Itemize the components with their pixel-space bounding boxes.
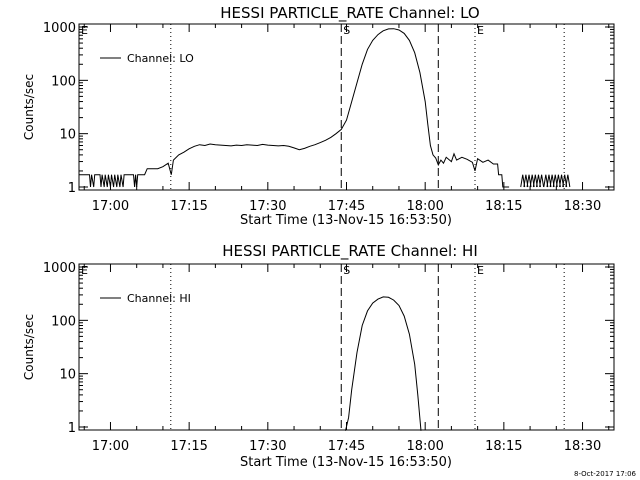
y-tick-label: 10 <box>59 368 76 383</box>
plot-frame <box>78 23 615 191</box>
x-tick-label: 18:15 <box>485 439 522 454</box>
series-group <box>79 28 571 188</box>
time-marker-label: E <box>477 264 484 277</box>
time-marker-label: S <box>343 24 350 37</box>
x-tick-label: 17:30 <box>249 439 286 454</box>
time-marker-label: E <box>477 24 484 37</box>
y-tick-label: 10 <box>59 128 76 143</box>
plot-frame <box>78 263 615 431</box>
chart-title: HESSI PARTICLE_RATE Channel: LO <box>220 4 479 23</box>
series-spike <box>539 174 545 188</box>
y-tick-label: 100 <box>51 314 76 329</box>
x-tick-label: 18:30 <box>564 199 601 214</box>
x-tick-label: 17:15 <box>170 439 207 454</box>
series-group <box>345 296 422 431</box>
series-spike <box>565 174 571 188</box>
panel-lo: HESSI PARTICLE_RATE Channel: LO Counts/s… <box>22 4 615 228</box>
y-tick-label: 1 <box>68 421 76 436</box>
x-tick-label: 17:45 <box>328 439 365 454</box>
y-axis-label: Counts/sec <box>22 314 36 380</box>
y-tick-label: 1 <box>68 181 76 196</box>
legend-label: Channel: LO <box>127 52 194 65</box>
x-tick-label: 18:00 <box>406 439 443 454</box>
x-tick-label: 17:30 <box>249 199 286 214</box>
x-axis-label: Start Time (13-Nov-15 16:53:50) <box>240 455 452 470</box>
legend-label: Channel: HI <box>127 292 191 305</box>
y-axis-label: Counts/sec <box>22 74 36 140</box>
footer-timestamp: 8-Oct-2017 17:06 <box>574 470 637 478</box>
time-marker-label: S <box>343 264 350 277</box>
time-markers: S EE <box>81 24 565 190</box>
x-tick-label: 18:30 <box>564 439 601 454</box>
x-axis-label: Start Time (13-Nov-15 16:53:50) <box>240 213 452 228</box>
time-markers: S EE <box>81 264 565 430</box>
x-tick-label: 17:15 <box>170 199 207 214</box>
y-tick-label: 100 <box>51 74 76 89</box>
x-tick-label: 18:15 <box>485 199 522 214</box>
series-line <box>79 28 510 188</box>
series-line <box>345 296 422 431</box>
corner-marker-label: E <box>81 264 88 277</box>
y-tick-label: 1000 <box>43 261 76 276</box>
axis-ticks: 1 10 100 1000 17:00 17:15 17:30 17:45 18:00 18:15… <box>43 261 614 454</box>
x-tick-label: 17:00 <box>92 199 129 214</box>
y-tick-label: 1000 <box>43 21 76 36</box>
panel-hi: HESSI PARTICLE_RATE Channel: HI Counts/s… <box>22 242 615 470</box>
x-tick-label: 17:45 <box>328 199 365 214</box>
x-tick-label: 18:00 <box>406 199 443 214</box>
corner-marker-label: E <box>81 24 88 37</box>
axis-ticks: 1 10 100 1000 17:00 17:15 17:30 17:45 18:00 18:15… <box>43 21 614 214</box>
x-tick-label: 17:00 <box>92 439 129 454</box>
chart-title: HESSI PARTICLE_RATE Channel: HI <box>222 242 478 261</box>
